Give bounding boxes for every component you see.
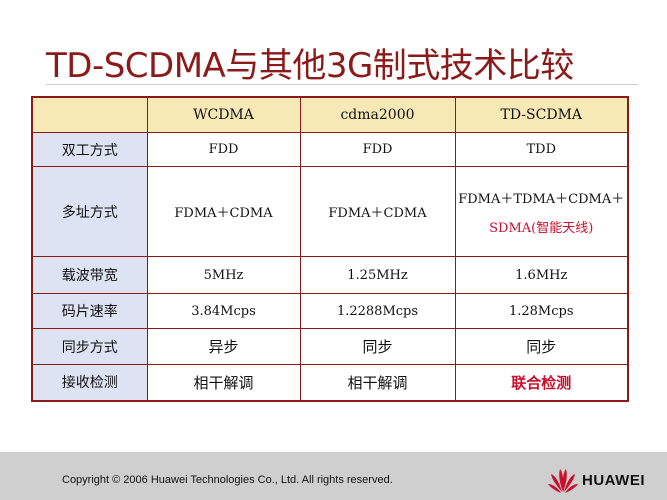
cell-duplex-wcdma: FDD [146, 132, 301, 167]
title-divider [46, 84, 638, 85]
td-access-line2: SDMA(智能天线) [489, 220, 594, 236]
row-label-bandwidth: 载波带宽 [31, 256, 148, 294]
header-cdma2000: cdma2000 [299, 96, 456, 133]
table-row-bandwidth: 载波带宽 5MHz 1.25MHz 1.6MHz [31, 256, 629, 294]
huawei-logo-text: HUAWEI [582, 472, 645, 489]
table-header-row: WCDMA cdma2000 TD-SCDMA [31, 96, 629, 133]
cell-access-td-scdma: FDMA＋TDMA＋CDMA＋ SDMA(智能天线) [454, 166, 629, 257]
table-row-duplex: 双工方式 FDD FDD TDD [31, 132, 629, 167]
table-row-chip-rate: 码片速率 3.84Mcps 1.2288Mcps 1.28Mcps [31, 293, 629, 329]
slide-title: TD-SCDMA与其他3G制式技术比较 [46, 46, 574, 86]
row-label-chip-rate: 码片速率 [31, 293, 148, 329]
cell-sync-td-scdma: 同步 [454, 328, 629, 365]
cell-sync-cdma2000: 同步 [299, 328, 456, 365]
cell-bandwidth-td-scdma: 1.6MHz [454, 256, 629, 294]
table-row-multiple-access: 多址方式 FDMA＋CDMA FDMA＋CDMA FDMA＋TDMA＋CDMA＋… [31, 166, 629, 257]
footer-bar: Copyright © 2006 Huawei Technologies Co.… [0, 452, 667, 500]
row-label-detection: 接收检测 [31, 364, 148, 401]
cell-sync-wcdma: 异步 [146, 328, 301, 365]
cell-chip-rate-td-scdma: 1.28Mcps [454, 293, 629, 329]
huawei-petal-logo-icon [548, 469, 578, 493]
cell-duplex-cdma2000: FDD [299, 132, 456, 167]
comparison-table: WCDMA cdma2000 TD-SCDMA 双工方式 FDD FDD TDD… [31, 96, 629, 402]
cell-detection-td-scdma: 联合检测 [454, 364, 629, 401]
cell-bandwidth-cdma2000: 1.25MHz [299, 256, 456, 294]
table-row-sync: 同步方式 异步 同步 同步 [31, 328, 629, 365]
cell-access-cdma2000: FDMA＋CDMA [299, 166, 456, 257]
cell-duplex-td-scdma: TDD [454, 132, 629, 167]
header-corner-cell [31, 96, 148, 133]
cell-chip-rate-wcdma: 3.84Mcps [146, 293, 301, 329]
cell-access-wcdma: FDMA＋CDMA [146, 166, 301, 257]
cell-detection-wcdma: 相干解调 [146, 364, 301, 401]
copyright-text: Copyright © 2006 Huawei Technologies Co.… [62, 474, 393, 486]
row-label-duplex: 双工方式 [31, 132, 148, 167]
td-access-line1: FDMA＋TDMA＋CDMA＋ [458, 191, 625, 207]
cell-detection-cdma2000: 相干解调 [299, 364, 456, 401]
header-wcdma: WCDMA [146, 96, 301, 133]
header-td-scdma: TD-SCDMA [454, 96, 629, 133]
cell-chip-rate-cdma2000: 1.2288Mcps [299, 293, 456, 329]
row-label-sync: 同步方式 [31, 328, 148, 365]
huawei-logo: HUAWEI [548, 466, 658, 494]
table-row-detection: 接收检测 相干解调 相干解调 联合检测 [31, 364, 629, 401]
row-label-multiple-access: 多址方式 [31, 166, 148, 257]
cell-bandwidth-wcdma: 5MHz [146, 256, 301, 294]
